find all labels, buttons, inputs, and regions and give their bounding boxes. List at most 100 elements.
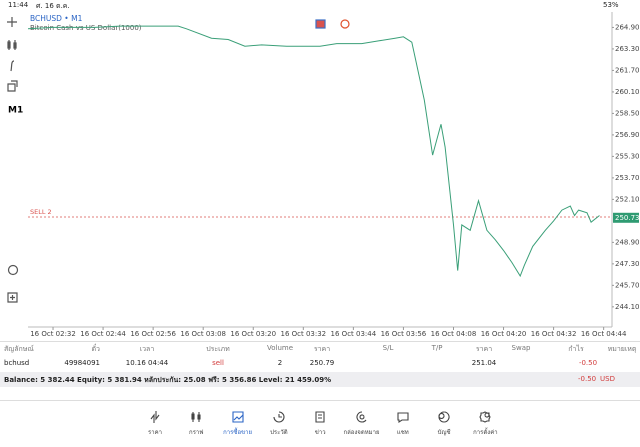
column-header: ราคา [313, 345, 331, 353]
x-tick-label: 16 Oct 04:44 [581, 330, 627, 338]
column-header: เวลา [139, 345, 155, 353]
nav-icon-shape [438, 411, 450, 423]
nav-item[interactable]: กราฟ [176, 407, 216, 441]
nav-label: ราคา [148, 429, 162, 436]
positions-table: สัญลักษณ์ ตั๋ว เวลา ประเภท Volume ราคา S/L T/P ร… [0, 341, 640, 372]
y-tick-label: 260.10 [615, 88, 640, 96]
timeframe[interactable]: M1 [8, 106, 23, 116]
column-header: ประเภท [206, 345, 230, 353]
x-tick-label: 16 Oct 02:56 [130, 330, 176, 338]
y-tick-label: 252.10 [615, 195, 640, 203]
table-cell[interactable]: 49984091 [64, 359, 100, 367]
table-cell[interactable]: sell [212, 359, 224, 367]
nav-icon [232, 411, 244, 423]
column-header: ตั๋ว [91, 345, 100, 353]
nav-icon-shape [355, 411, 366, 423]
order-label: SELL 2 [30, 208, 52, 216]
status-date: ศ. 16 ต.ค. [36, 2, 70, 10]
status-time: 11:44 [8, 1, 29, 9]
crosshair-icon[interactable] [7, 17, 17, 27]
nav-icon [397, 412, 409, 424]
column-header: กำไร [568, 345, 584, 353]
column-header: Swap [511, 344, 531, 352]
current-price-box [613, 212, 639, 223]
add-icon[interactable] [7, 292, 18, 303]
zoom-icon[interactable] [7, 264, 19, 276]
nav-item[interactable]: การซื้อขาย [218, 407, 258, 441]
y-tick-label: 264.90 [615, 23, 640, 31]
table-cell[interactable]: 2 [277, 359, 283, 367]
table-cell[interactable]: 10.16 04:44 [125, 359, 169, 367]
y-tick-label: 244.10 [615, 303, 640, 311]
nav-icon [315, 411, 325, 423]
nav-item[interactable]: กล่องจดหมาย [342, 407, 382, 441]
column-header: ราคา [475, 345, 493, 353]
nav-icon [355, 411, 366, 423]
summary-currency: USD [600, 375, 615, 383]
y-tick-label: 258.50 [615, 109, 640, 117]
table-cell[interactable]: 250.79 [309, 359, 335, 367]
objects-icon[interactable] [7, 80, 18, 92]
sync-icon[interactable] [340, 19, 350, 29]
nav-label: กล่องจดหมาย [343, 429, 380, 436]
function-icon[interactable] [10, 60, 15, 72]
nav-label: บัญชี [437, 429, 451, 436]
x-tick-label: 16 Oct 03:44 [331, 330, 377, 338]
y-tick-label: 245.70 [615, 281, 640, 289]
summary-text: Balance: 5 382.44 Equity: 5 381.94 หลักป… [4, 376, 332, 384]
trade-icon[interactable] [315, 19, 326, 29]
nav-icon-shape [273, 411, 285, 423]
nav-label: การซื้อขาย [223, 429, 253, 436]
table-cell[interactable]: bchusd [4, 359, 30, 367]
nav-icon-shape [191, 412, 201, 422]
nav-item[interactable]: การตั้งค่า [465, 407, 505, 441]
chart: M1 BCHUSD • M1 Bitcoin Cash vs US Dollar… [7, 12, 640, 338]
chart-subtitle: Bitcoin Cash vs US Dollar(1000) [30, 24, 142, 32]
nav-icon-shape [397, 412, 409, 424]
y-tick-label: 247.30 [615, 260, 640, 268]
y-tick-label: 263.30 [615, 45, 640, 53]
column-header: S/L [382, 344, 394, 352]
column-header: หมายเหตุ [607, 345, 637, 353]
y-tick-label: 256.90 [615, 131, 640, 139]
x-tick-label: 16 Oct 04:08 [431, 330, 477, 338]
y-tick-label: 255.30 [615, 152, 640, 160]
status-battery: 53% [603, 1, 619, 9]
summary-bar: Balance: 5 382.44 Equity: 5 381.94 หลักป… [0, 372, 640, 387]
nav-icon [150, 411, 160, 423]
column-header: Volume [266, 344, 294, 352]
x-tick-label: 16 Oct 03:20 [230, 330, 276, 338]
x-tick-label: 16 Oct 04:32 [531, 330, 577, 338]
nav-icon-shape [232, 411, 244, 423]
nav-item[interactable]: ราคา [135, 407, 175, 441]
indicators-icon[interactable] [7, 40, 17, 50]
nav-item[interactable]: บัญชี [424, 407, 464, 441]
bottom-nav: ราคา กราฟ การซื้อขาย ประวัติ ข่าว กล่องจดหมาย… [0, 400, 640, 447]
current-price-label: 250.73 [615, 214, 640, 222]
nav-label: ข่าว [314, 429, 326, 436]
chart-title: BCHUSD • M1 [30, 14, 83, 23]
nav-icon [479, 411, 492, 423]
nav-label: ประวัติ [270, 429, 288, 436]
nav-item[interactable]: แชท [383, 407, 423, 441]
nav-icon [191, 412, 201, 422]
x-tick-label: 16 Oct 03:32 [280, 330, 326, 338]
x-tick-label: 16 Oct 02:44 [80, 330, 126, 338]
nav-item[interactable]: ข่าว [300, 407, 340, 441]
nav-label: การตั้งค่า [473, 429, 498, 436]
toolbar-icons [7, 17, 350, 303]
nav-item[interactable]: ประวัติ [259, 407, 299, 441]
table-cell[interactable]: 251.04 [471, 359, 497, 367]
summary-profit: -0.50 [578, 375, 597, 383]
x-tick-label: 16 Oct 03:08 [180, 330, 226, 338]
x-tick-label: 16 Oct 04:20 [481, 330, 527, 338]
column-header: สัญลักษณ์ [4, 345, 34, 353]
nav-label: แชท [396, 429, 409, 436]
price-line [27, 25, 600, 278]
nav-icon [273, 411, 285, 423]
nav-icon-shape [315, 411, 325, 423]
table-cell[interactable]: -0.50 [578, 359, 598, 367]
column-header: T/P [431, 344, 443, 352]
